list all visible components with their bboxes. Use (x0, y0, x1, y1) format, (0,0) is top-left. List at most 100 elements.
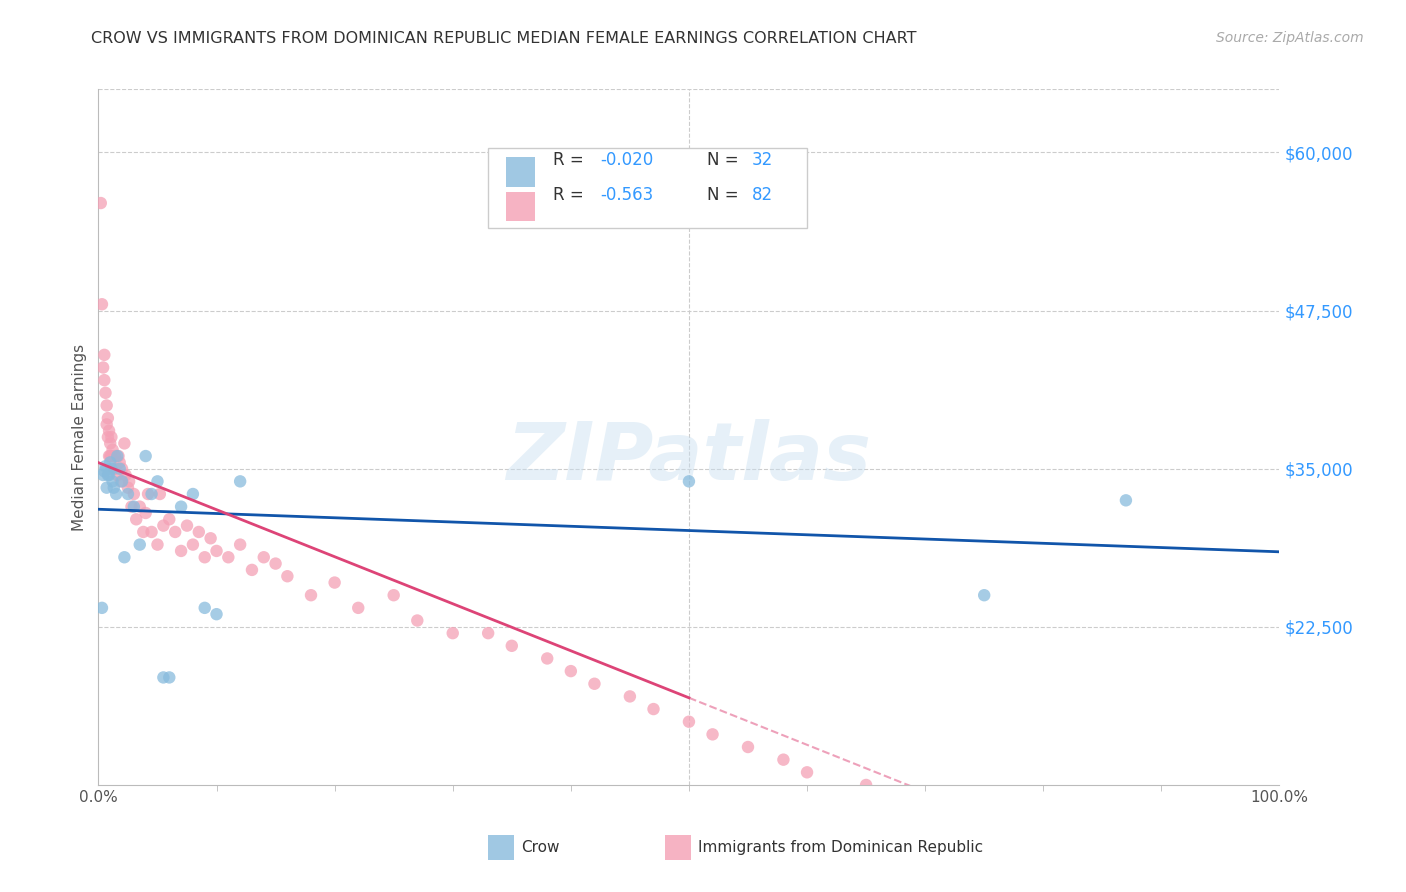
FancyBboxPatch shape (488, 835, 515, 860)
Point (91, 468, 114, 483)
Point (105, 487, 128, 501)
Point (240, 563, 263, 577)
Point (737, 739, 759, 754)
Point (299, 588, 322, 602)
Text: 32: 32 (752, 151, 773, 169)
Text: N =: N = (707, 186, 744, 204)
Point (91, 600, 114, 615)
Point (141, 524, 163, 539)
Point (643, 702, 665, 716)
Point (194, 550, 217, 565)
Point (973, 588, 995, 602)
Point (1150, 841, 1173, 855)
Text: N =: N = (707, 151, 744, 169)
Point (111, 461, 134, 475)
Text: Crow: Crow (522, 840, 560, 855)
Point (441, 626, 464, 640)
Point (323, 575, 346, 590)
Text: Source: ZipAtlas.com: Source: ZipAtlas.com (1216, 31, 1364, 45)
Point (170, 544, 193, 558)
Point (501, 639, 523, 653)
Point (118, 475, 141, 489)
FancyBboxPatch shape (506, 192, 536, 221)
Point (678, 714, 700, 729)
Point (96, 417, 118, 432)
Point (108, 455, 131, 469)
Point (96, 481, 118, 495)
Point (678, 475, 700, 489)
Point (1032, 816, 1054, 830)
Point (264, 557, 287, 571)
Point (100, 461, 122, 475)
Point (200, 531, 222, 545)
Y-axis label: Median Female Earnings: Median Female Earnings (72, 343, 87, 531)
Point (477, 626, 499, 640)
Point (619, 690, 641, 704)
Point (136, 487, 159, 501)
Point (110, 475, 132, 489)
Point (181, 487, 204, 501)
Point (101, 442, 124, 457)
Point (855, 778, 877, 792)
Point (181, 538, 204, 552)
Point (146, 475, 169, 489)
Point (128, 538, 150, 552)
Point (112, 550, 135, 565)
Point (93, 373, 115, 387)
Point (103, 461, 125, 475)
Point (105, 468, 128, 483)
Point (157, 512, 180, 526)
Point (111, 475, 134, 489)
Point (536, 651, 558, 665)
Point (103, 481, 125, 495)
Point (229, 538, 252, 552)
Point (91, 360, 114, 375)
Point (91, 297, 114, 311)
Point (796, 765, 818, 780)
Point (97, 468, 120, 483)
Point (205, 607, 228, 622)
Point (135, 506, 157, 520)
Point (914, 790, 936, 805)
Point (146, 538, 169, 552)
Point (90, 196, 112, 211)
Point (97, 411, 120, 425)
Point (100, 430, 122, 444)
Point (276, 569, 298, 583)
Point (152, 670, 174, 684)
Point (149, 487, 172, 501)
Point (122, 487, 145, 501)
Point (194, 600, 217, 615)
Point (1209, 854, 1232, 868)
Point (107, 449, 129, 463)
Point (1327, 879, 1350, 892)
Point (406, 614, 429, 628)
Point (141, 487, 163, 501)
Point (94, 385, 117, 400)
FancyBboxPatch shape (488, 148, 807, 228)
Point (97, 430, 120, 444)
Text: CROW VS IMMIGRANTS FROM DOMINICAN REPUBLIC MEDIAN FEMALE EARNINGS CORRELATION CH: CROW VS IMMIGRANTS FROM DOMINICAN REPUBL… (91, 31, 917, 46)
Point (125, 512, 148, 526)
Point (100, 449, 122, 463)
Point (108, 461, 131, 475)
Point (347, 600, 370, 615)
Text: -0.563: -0.563 (600, 186, 654, 204)
Point (217, 550, 239, 565)
Point (152, 518, 174, 533)
Point (583, 677, 606, 691)
Point (170, 500, 193, 514)
Point (98, 449, 121, 463)
Text: R =: R = (553, 151, 589, 169)
Point (157, 670, 180, 684)
Text: 82: 82 (752, 186, 773, 204)
Point (96, 399, 118, 413)
Point (98, 424, 121, 438)
Point (114, 468, 136, 483)
Point (205, 544, 228, 558)
Text: -0.020: -0.020 (600, 151, 654, 169)
Point (253, 550, 276, 565)
Point (122, 500, 145, 514)
Text: R =: R = (553, 186, 589, 204)
Point (121, 500, 143, 514)
